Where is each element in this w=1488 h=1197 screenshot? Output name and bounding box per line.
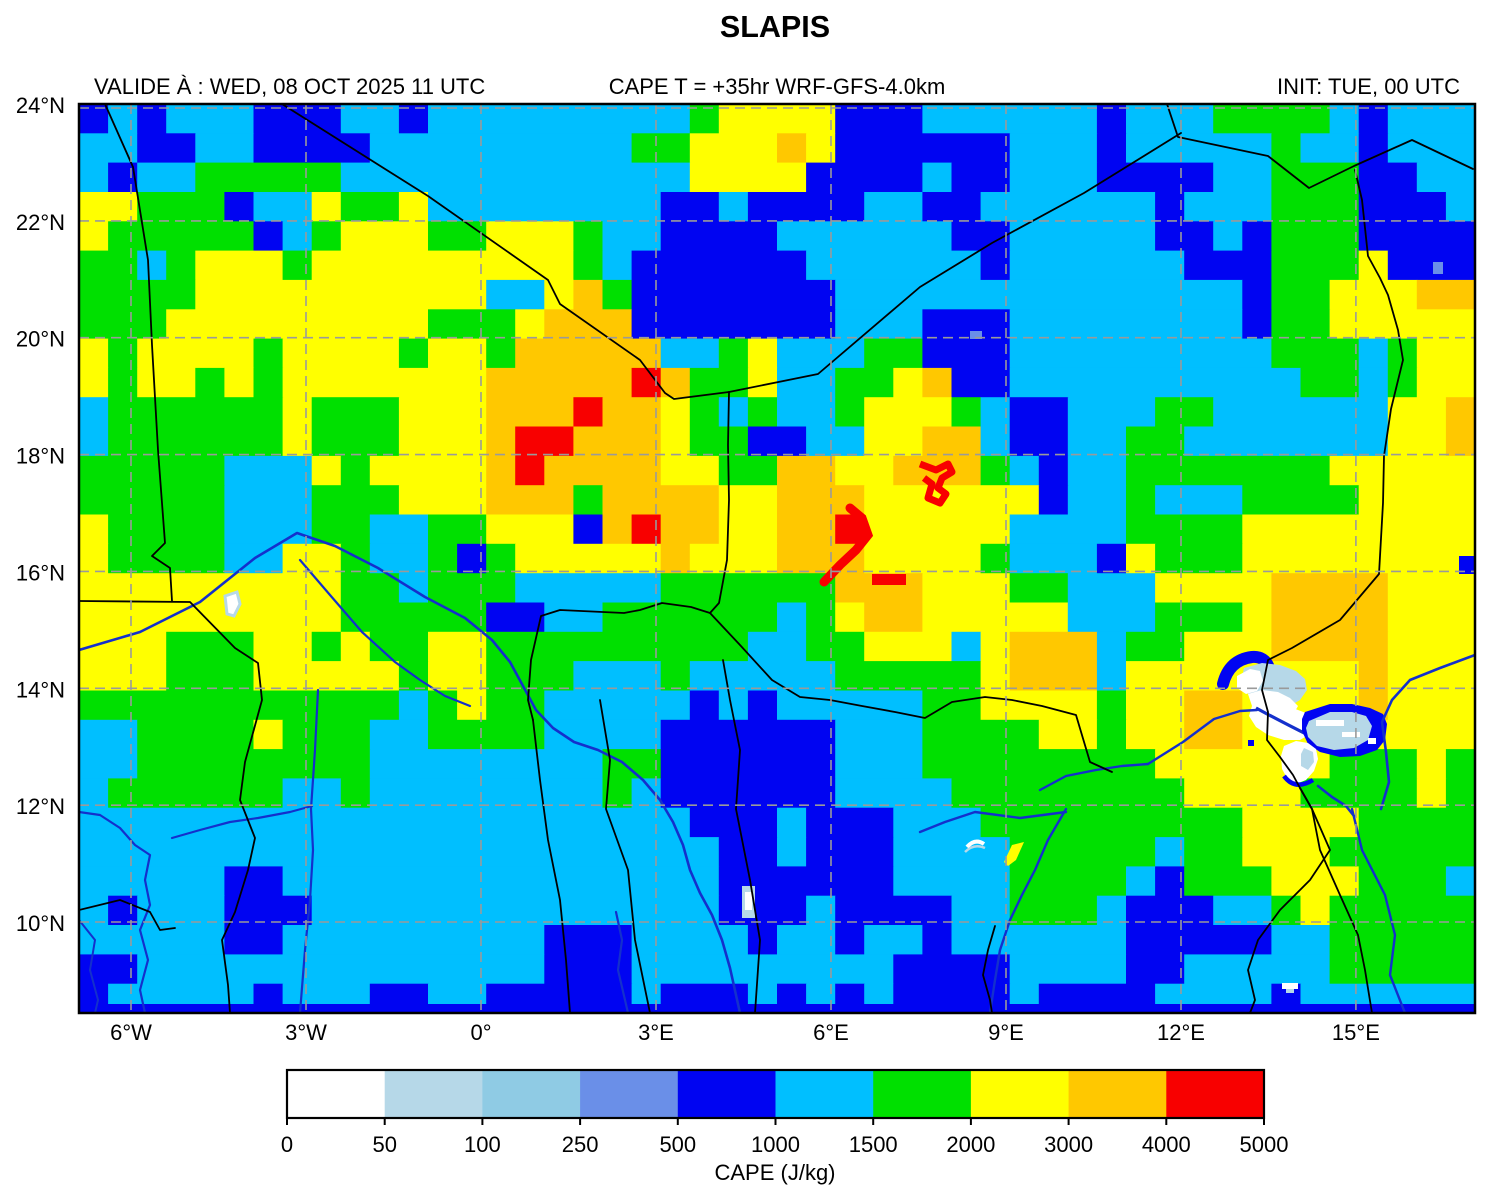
svg-text:0°: 0° [470, 1020, 491, 1045]
svg-text:100: 100 [464, 1132, 501, 1157]
svg-text:18°N: 18°N [16, 444, 65, 469]
svg-text:SLAPIS: SLAPIS [720, 10, 830, 44]
svg-text:500: 500 [659, 1132, 696, 1157]
svg-text:CAPE T = +35hr WRF-GFS-4.0km: CAPE T = +35hr WRF-GFS-4.0km [609, 74, 946, 99]
svg-text:6°W: 6°W [110, 1020, 152, 1045]
svg-text:14°N: 14°N [16, 677, 65, 702]
svg-text:1000: 1000 [751, 1132, 800, 1157]
svg-text:3000: 3000 [1044, 1132, 1093, 1157]
svg-text:16°N: 16°N [16, 560, 65, 585]
svg-text:24°N: 24°N [16, 93, 65, 118]
svg-text:12°N: 12°N [16, 794, 65, 819]
svg-text:6°E: 6°E [813, 1020, 849, 1045]
svg-text:250: 250 [562, 1132, 599, 1157]
svg-text:CAPE (J/kg): CAPE (J/kg) [714, 1160, 835, 1185]
svg-text:3°W: 3°W [285, 1020, 327, 1045]
svg-text:0: 0 [281, 1132, 293, 1157]
svg-text:INIT: TUE, 00 UTC: INIT: TUE, 00 UTC [1277, 74, 1460, 99]
svg-text:2000: 2000 [946, 1132, 995, 1157]
svg-text:20°N: 20°N [16, 327, 65, 352]
svg-text:3°E: 3°E [638, 1020, 674, 1045]
svg-text:12°E: 12°E [1157, 1020, 1205, 1045]
svg-text:1500: 1500 [849, 1132, 898, 1157]
svg-text:5000: 5000 [1240, 1132, 1289, 1157]
svg-text:4000: 4000 [1142, 1132, 1191, 1157]
svg-text:9°E: 9°E [988, 1020, 1024, 1045]
svg-text:22°N: 22°N [16, 210, 65, 235]
svg-text:50: 50 [372, 1132, 396, 1157]
svg-text:15°E: 15°E [1332, 1020, 1380, 1045]
svg-text:10°N: 10°N [16, 911, 65, 936]
svg-text:VALIDE À : WED, 08 OCT 2025 11: VALIDE À : WED, 08 OCT 2025 11 UTC [94, 74, 485, 99]
